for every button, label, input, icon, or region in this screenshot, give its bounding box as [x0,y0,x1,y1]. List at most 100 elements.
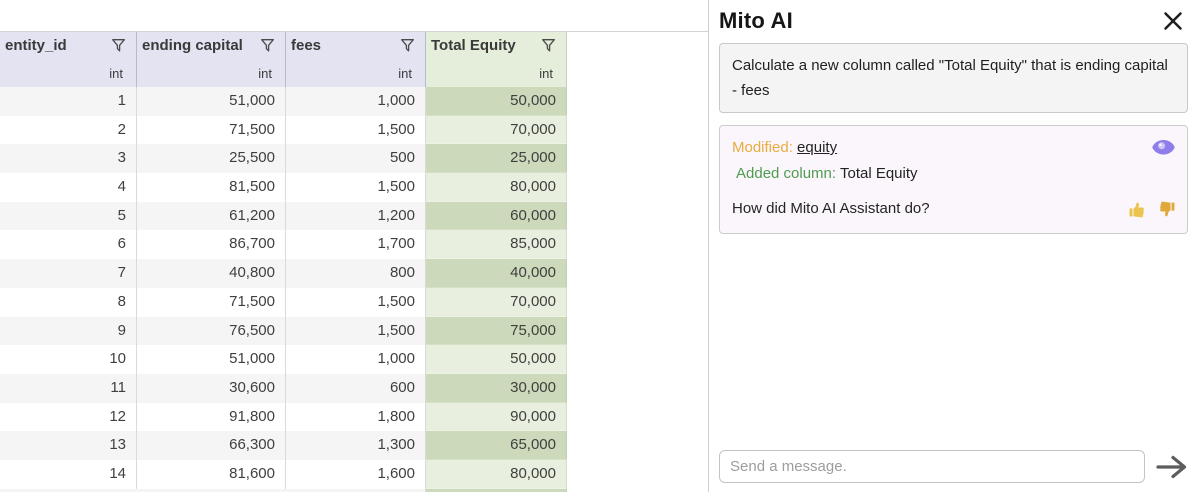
modified-label: Modified: [732,139,793,156]
filter-icon[interactable] [400,38,415,53]
table-cell[interactable]: 50,000 [426,345,567,374]
column-header-ending-capital[interactable]: ending capital int [137,32,286,87]
partial-row [0,488,567,492]
table-cell[interactable]: 40,800 [137,259,286,288]
table-cell[interactable]: 4 [0,173,137,202]
table-cell[interactable]: 1,700 [286,230,426,260]
data-grid: entity_id int ending capital int [0,31,708,492]
added-column-value: Total Equity [839,165,918,182]
table-cell[interactable]: 1,500 [286,316,426,346]
table-cell[interactable]: 75,000 [426,316,567,346]
table-cell[interactable]: 50,000 [426,87,567,116]
column-dtype: int [398,66,412,81]
table-cell[interactable]: 1,500 [286,115,426,145]
table-row: 12 91,800 1,800 90,000 [0,402,567,432]
table-row: 9 76,500 1,500 75,000 [0,316,567,346]
panel-title: Mito AI [719,8,793,33]
table-cell[interactable]: 13 [0,431,137,460]
table-cell[interactable]: 85,000 [426,230,567,260]
table-cell[interactable]: 1,600 [286,459,426,489]
table-cell[interactable]: 60,000 [426,201,567,231]
table-row: 14 81,600 1,600 80,000 [0,459,567,489]
table-cell[interactable]: 1,300 [286,431,426,460]
table-cell[interactable]: 1,500 [286,287,426,317]
table-cell[interactable]: 91,800 [137,402,286,432]
table-cell[interactable]: 81,600 [137,459,286,489]
table-cell[interactable]: 1,200 [286,201,426,231]
panel-header: Mito AI [709,0,1200,40]
table-cell[interactable]: 80,000 [426,173,567,202]
table-row: 5 61,200 1,200 60,000 [0,201,567,231]
column-label: fees [291,37,322,54]
table-cell[interactable]: 81,500 [137,173,286,202]
filter-icon[interactable] [260,38,275,53]
table-cell[interactable]: 500 [286,144,426,174]
table-cell[interactable]: 2 [0,115,137,145]
table-cell[interactable]: 1 [0,87,137,116]
table-cell[interactable]: 12 [0,402,137,432]
table-cell[interactable]: 3 [0,144,137,174]
table-cell[interactable]: 30,000 [426,373,567,403]
table-cell[interactable]: 61,200 [137,201,286,231]
column-dtype: int [539,66,553,81]
table-cell[interactable]: 66,300 [137,431,286,460]
filter-icon[interactable] [541,38,556,53]
table-cell[interactable]: 80,000 [426,459,567,489]
filter-icon[interactable] [111,38,126,53]
table-cell[interactable]: 40,000 [426,259,567,288]
table-cell[interactable]: 8 [0,287,137,317]
table-cell[interactable]: 1,000 [286,87,426,116]
table-cell[interactable]: 51,000 [137,345,286,374]
table-cell[interactable]: 70,000 [426,287,567,317]
table-cell[interactable]: 86,700 [137,230,286,260]
column-label: Total Equity [431,37,516,54]
table-cell[interactable]: 1,800 [286,402,426,432]
column-header-fees[interactable]: fees int [286,32,426,87]
eye-icon[interactable] [1152,140,1175,155]
table-cell[interactable]: 800 [286,259,426,288]
table-cell[interactable]: 71,500 [137,287,286,317]
table-cell[interactable]: 76,500 [137,316,286,346]
message-input[interactable] [719,450,1145,483]
table-cell[interactable]: 14 [0,459,137,489]
table-row: 4 81,500 1,500 80,000 [0,173,567,202]
table-cell[interactable]: 30,600 [137,373,286,403]
column-label: entity_id [5,37,67,54]
table-row: 7 40,800 800 40,000 [0,259,567,288]
table-cell[interactable]: 600 [286,373,426,403]
table-row: 10 51,000 1,000 50,000 [0,345,567,374]
modified-sheet-link[interactable]: equity [797,139,838,156]
table-row: 8 71,500 1,500 70,000 [0,287,567,317]
table-cell[interactable]: 7 [0,259,137,288]
table-row: 13 66,300 1,300 65,000 [0,431,567,460]
table-row: 3 25,500 500 25,000 [0,144,567,174]
send-arrow-icon[interactable] [1156,454,1188,480]
table-cell[interactable]: 71,500 [137,115,286,145]
column-dtype: int [258,66,272,81]
table-row: 11 30,600 600 30,000 [0,373,567,403]
table-cell[interactable]: 70,000 [426,115,567,145]
thumbs-down-icon[interactable] [1158,201,1175,218]
added-column-line: Added column: Total Equity [732,163,1175,185]
table-row: 6 86,700 1,700 85,000 [0,230,567,260]
table-cell[interactable]: 65,000 [426,431,567,460]
table-cell[interactable]: 90,000 [426,402,567,432]
table-cell[interactable]: 10 [0,345,137,374]
column-header-entity-id[interactable]: entity_id int [0,32,137,87]
table-cell[interactable]: 25,000 [426,144,567,174]
table-cell[interactable]: 1,000 [286,345,426,374]
table-cell[interactable]: 25,500 [137,144,286,174]
spreadsheet-area: entity_id int ending capital int [0,31,708,492]
message-composer [719,450,1188,483]
close-icon[interactable] [1162,10,1184,32]
table-cell[interactable]: 6 [0,230,137,260]
table-cell[interactable]: 51,000 [137,87,286,116]
table-cell[interactable]: 1,500 [286,173,426,202]
table-cell[interactable]: 5 [0,201,137,231]
table-cell[interactable]: 9 [0,316,137,346]
table-row: 1 51,000 1,000 50,000 [0,87,567,116]
column-header-total-equity[interactable]: Total Equity int [426,32,567,87]
thumbs-up-icon[interactable] [1129,201,1146,218]
grid-header-row: entity_id int ending capital int [0,32,567,87]
table-cell[interactable]: 11 [0,373,137,403]
